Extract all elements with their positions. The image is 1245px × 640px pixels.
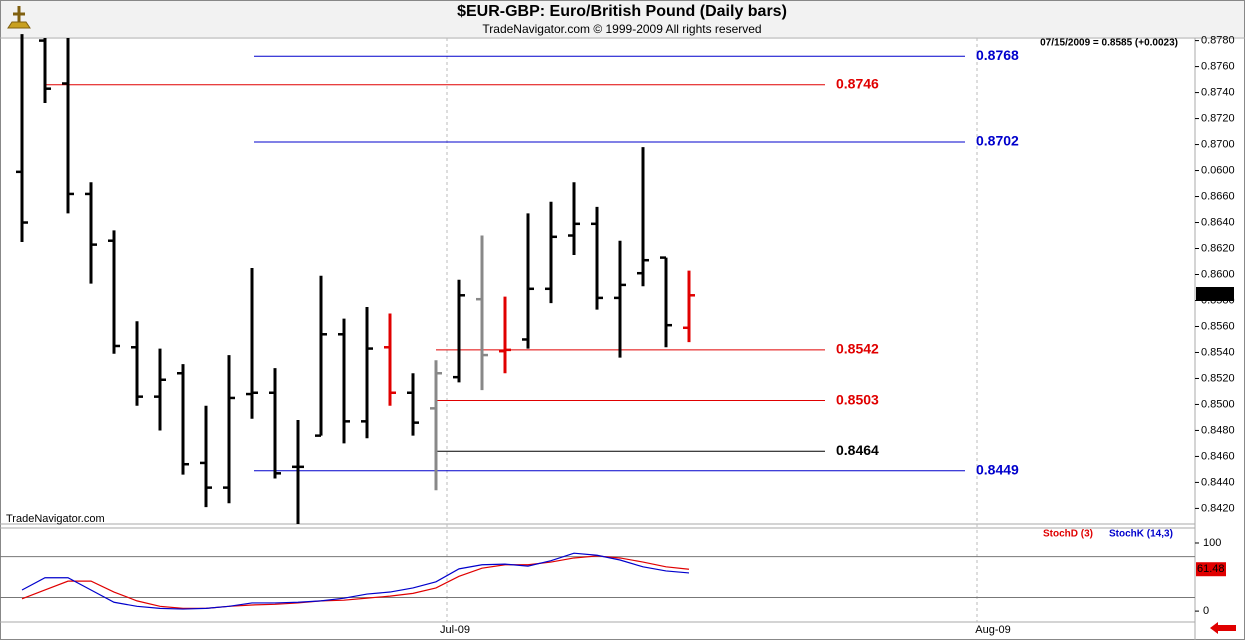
level-label: 0.8449 [976,461,1019,477]
level-label: 0.8464 [836,442,879,458]
y-tick-label: 0 [1203,605,1209,617]
y-tick-label: 0.8520 [1201,372,1235,384]
stoch-line [21,555,690,609]
x-tick-label: Aug-09 [975,624,1010,636]
logo [7,6,31,29]
level-label: 0.8768 [976,47,1019,63]
y-tick-label: 0.8500 [1201,398,1235,410]
y-tick-label: 0.8640 [1201,216,1235,228]
y-tick-label: 0.8620 [1201,242,1235,254]
y-tick-label: 0.8700 [1201,138,1235,150]
y-tick-label: 0.8460 [1201,450,1235,462]
y-tick-label: 0.8760 [1201,60,1235,72]
level-label: 0.8503 [836,391,879,407]
stoch-line [21,552,690,610]
level-label: 0.8702 [976,133,1019,149]
y-tick-label: 0.8740 [1201,86,1235,98]
title-bar [1,1,1244,37]
quote: 07/15/2009 = 0.8585 (+0.0023) [1040,38,1178,49]
last-value-label: 61.48 [1197,563,1225,575]
y-tick-label: 0.8720 [1201,112,1235,124]
scroll-arrow[interactable] [1210,622,1236,634]
legend-entry: StochK (14,3) [1109,529,1173,540]
y-tick-label: 0.0600 [1201,164,1235,176]
legend-entry: StochD (3) [1043,529,1093,540]
last-price-label: 0.8585 [1198,288,1232,300]
watermark: TradeNavigator.com [6,513,105,525]
y-tick-label: 0.8780 [1201,35,1235,47]
level-label: 0.8542 [836,341,879,357]
y-tick-label: 0.8660 [1201,190,1235,202]
chart-subtitle: TradeNavigator.com © 1999-2009 All right… [482,22,761,36]
y-tick-label: 0.8600 [1201,268,1235,280]
level-label: 0.8746 [836,75,879,91]
last-value-box [1196,562,1226,577]
y-tick-label: 100 [1203,537,1221,549]
y-tick-label: 0.8480 [1201,424,1235,436]
chart-title: $EUR-GBP: Euro/British Pound (Daily bars… [457,3,787,20]
last-price-box [1196,286,1234,301]
x-tick-label: Jul-09 [440,624,470,636]
y-tick-label: 0.8420 [1201,502,1235,514]
y-tick-label: 0.8540 [1201,346,1235,358]
y-tick-label: 0.8440 [1201,476,1235,488]
y-tick-label: 0.8560 [1201,320,1235,332]
